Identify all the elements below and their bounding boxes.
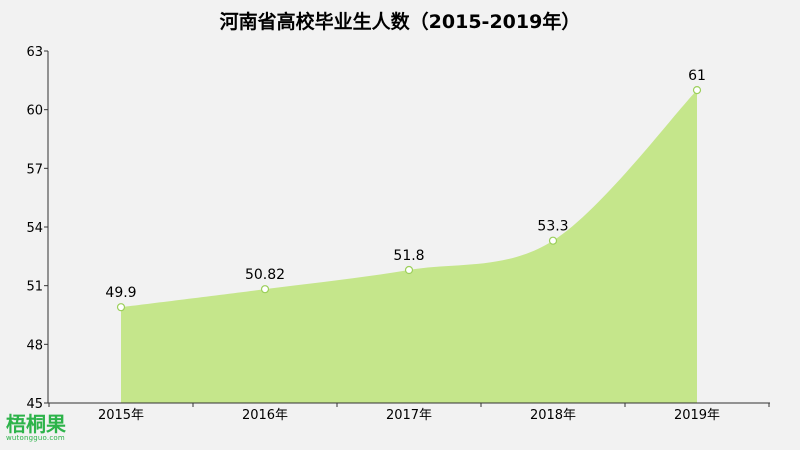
data-label: 50.82 [245, 267, 285, 283]
x-tick-label: 2018年 [530, 408, 576, 423]
y-tick-label: 63 [26, 45, 43, 60]
x-tick-label: 2015年 [98, 408, 144, 423]
data-point [692, 86, 702, 95]
data-label: 61 [688, 68, 706, 84]
data-label: 53.3 [537, 219, 568, 235]
x-tick-label: 2017年 [386, 408, 432, 423]
y-tick-label: 60 [26, 104, 43, 119]
y-tick-label: 51 [26, 280, 43, 295]
watermark-logo: 梧桐果 wutongguo.com [6, 414, 86, 442]
data-point [116, 303, 126, 312]
y-tick-label: 48 [26, 338, 43, 353]
y-tick-label: 54 [26, 221, 43, 236]
data-label: 51.8 [393, 248, 424, 264]
data-point [548, 236, 558, 245]
plot-area: 45 48 51 54 57 60 63 2015年 2016年 2017年 2018年 2019年 4… [26, 45, 770, 423]
data-point [260, 285, 270, 294]
area-series [121, 90, 697, 403]
x-tick-label: 2016年 [242, 408, 288, 423]
chart-title: 河南省高校毕业生人数（2015-2019年） [220, 10, 581, 33]
watermark-url: wutongguo.com [6, 434, 65, 442]
y-tick-label: 45 [26, 397, 43, 412]
data-point [404, 265, 414, 275]
data-label: 49.9 [105, 285, 136, 301]
y-tick-label: 57 [26, 162, 43, 177]
x-tick-label: 2019年 [674, 408, 720, 423]
watermark-brand: 梧桐果 [6, 412, 66, 436]
